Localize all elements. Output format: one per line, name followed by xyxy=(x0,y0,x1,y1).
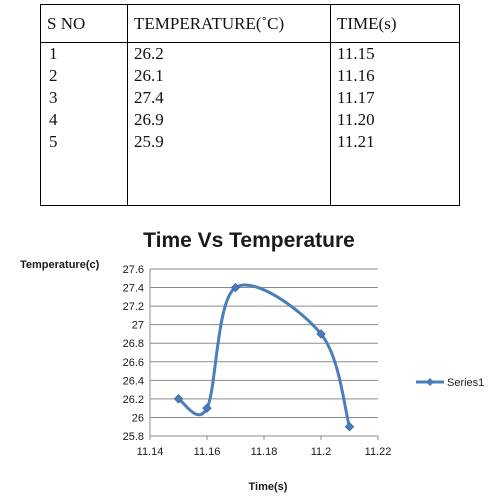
chart-title: Time Vs Temperature xyxy=(143,229,355,252)
table-row: 2 26.1 11.16 xyxy=(40,65,460,87)
data-point xyxy=(173,394,184,404)
data-point xyxy=(316,329,326,339)
legend-label: Series1 xyxy=(447,377,484,389)
data-point xyxy=(230,282,241,293)
y-tick-label: 26 xyxy=(132,412,144,424)
cell-s-no: 1 xyxy=(40,42,128,65)
y-tick-label: 25.8 xyxy=(123,431,144,443)
cell-temperature: 26.9 xyxy=(127,109,331,131)
cell-empty xyxy=(330,153,460,206)
axes xyxy=(149,269,379,440)
y-tick-label: 27 xyxy=(132,320,144,332)
gridlines xyxy=(150,268,378,437)
cell-time: 11.17 xyxy=(330,87,460,109)
cell-time: 11.20 xyxy=(330,109,460,131)
y-tick-label: 26.4 xyxy=(123,375,144,387)
x-axis-label: Time(s) xyxy=(249,481,288,493)
data-point xyxy=(344,422,355,432)
tick-labels: 25.8 26 26.2 26.4 26.6 26.8 27 27.2 27.4 27.6 11.1… xyxy=(123,264,392,458)
cell-time: 11.16 xyxy=(330,65,460,87)
table-header-row: S NO TEMPERATURE(˚C) TIME(s) xyxy=(40,4,460,43)
cell-s-no: 5 xyxy=(40,131,128,153)
legend: Series1 xyxy=(416,377,484,389)
line-chart: Time Vs Temperature Temperature(c) Time(… xyxy=(20,229,484,493)
cell-time: 11.21 xyxy=(330,131,460,153)
table-row-empty xyxy=(40,153,460,206)
table-row: 5 25.9 11.21 xyxy=(40,131,460,153)
x-tick-label: 11.22 xyxy=(365,446,392,458)
cell-temperature: 25.9 xyxy=(127,131,331,153)
header-s-no: S NO xyxy=(40,4,128,43)
y-axis-label: Temperature(c) xyxy=(20,259,100,271)
data-table: S NO TEMPERATURE(˚C) TIME(s) 1 26.2 11.1… xyxy=(40,4,460,206)
y-tick-label: 27.4 xyxy=(123,283,144,295)
cell-time: 11.15 xyxy=(330,42,460,65)
table-row: 3 27.4 11.17 xyxy=(40,87,460,109)
x-tick-label: 11.18 xyxy=(251,446,278,458)
x-tick-label: 11.2 xyxy=(311,446,332,458)
series-layer xyxy=(173,282,355,432)
table-row: 4 26.9 11.20 xyxy=(40,109,460,131)
data-point xyxy=(202,403,212,413)
cell-empty xyxy=(40,153,128,206)
y-tick-label: 27.6 xyxy=(123,264,144,276)
legend-marker xyxy=(426,378,434,386)
y-tick-label: 27.2 xyxy=(123,301,144,313)
header-time: TIME(s) xyxy=(330,4,460,43)
cell-s-no: 4 xyxy=(40,109,128,131)
cell-empty xyxy=(127,153,331,206)
y-tick-label: 26.8 xyxy=(123,338,144,350)
x-tick-label: 11.14 xyxy=(137,446,164,458)
cell-temperature: 26.1 xyxy=(127,65,331,87)
table-row: 1 26.2 11.15 xyxy=(40,42,460,65)
cell-temperature: 27.4 xyxy=(127,87,331,109)
header-temperature: TEMPERATURE(˚C) xyxy=(127,4,331,43)
cell-s-no: 3 xyxy=(40,87,128,109)
cell-s-no: 2 xyxy=(40,65,128,87)
x-tick-label: 11.16 xyxy=(194,446,221,458)
y-tick-label: 26.2 xyxy=(123,394,144,406)
y-tick-label: 26.6 xyxy=(123,357,144,369)
cell-temperature: 26.2 xyxy=(127,42,331,65)
